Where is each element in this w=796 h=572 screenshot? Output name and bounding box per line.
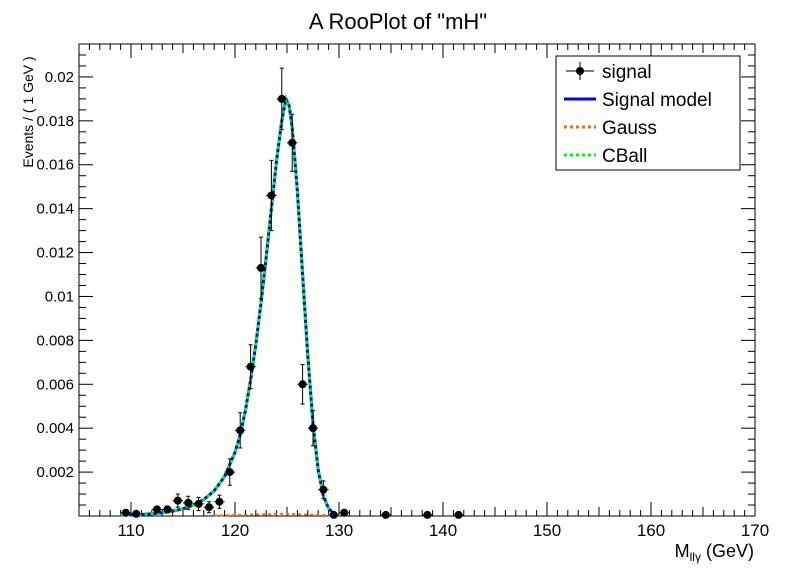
signal-point [422,510,433,519]
point-marker [257,263,265,272]
y-tick-label: 0.014 [36,201,74,218]
x-tick-label: 110 [117,521,144,540]
point-marker [225,468,234,477]
signal-point [318,480,329,499]
y-tick-label: 0.016 [36,157,74,174]
y-tick-label: 0.006 [36,376,74,393]
x-tick-label: 150 [533,521,561,540]
legend-label: signal [602,62,652,83]
point-marker [173,496,182,505]
legend-label: CBall [602,146,647,167]
legend-label: Signal model [602,90,712,111]
point-marker [381,510,390,519]
point-marker [194,499,203,508]
x-tick-label: 120 [221,521,249,540]
x-axis-label-main: M [675,541,690,561]
point-marker [423,510,432,519]
x-tick-label: 160 [637,521,665,540]
signal-point [307,410,319,447]
legend: signal Signal model Gauss CBall [555,55,741,171]
point-marker [454,510,463,519]
signal-point [235,412,246,449]
point-marker [236,426,245,435]
legend-box [555,55,741,171]
legend-entry: Gauss [564,118,657,139]
point-marker [205,503,213,512]
y-tick-label: 0.01 [45,288,74,305]
y-tick-label: 0.012 [36,245,74,262]
signal-point [224,458,235,486]
legend-entry: signal [566,62,652,83]
signal-point [193,496,204,512]
point-marker [298,380,307,389]
signal-point [328,510,339,519]
y-tick-label: 0.004 [36,420,74,437]
x-axis-label-sub: llγ [690,550,701,564]
legend-entry: Signal model [564,90,712,111]
point-marker [340,508,349,517]
x-axis-label: Mllγ (GeV) [675,541,754,564]
signal-point [380,510,391,519]
signal-point [131,509,142,518]
point-marker [319,485,328,494]
signal-point [214,494,225,509]
signal-point [339,508,350,517]
point-marker [277,94,286,103]
y-tick-label: 0.018 [36,113,74,130]
point-marker [132,509,141,518]
signal-point [183,495,194,510]
x-tick-label: 140 [429,521,457,540]
signal-points [120,67,464,519]
cball-curve [120,94,340,518]
signal-point [266,159,277,232]
x-tick-label: 130 [325,521,353,540]
legend-entry: CBall [564,146,647,167]
chart-title: A RooPlot of "mH" [309,9,487,34]
point-marker [121,508,130,517]
y-tick-label: 0.002 [36,464,74,481]
plot-frame [78,43,756,517]
axes: 110 120 130 140 150 160 170 0.002 0.004 0.006 0.00… [36,44,769,540]
signal-point [255,236,267,300]
y-tick-label: 0.008 [36,332,74,349]
point-marker [153,505,161,514]
legend-marker [576,67,584,75]
point-marker [267,191,276,200]
signal-point [203,501,215,514]
cball-line [120,94,340,518]
x-tick-label: 170 [741,521,769,540]
point-marker [288,138,297,147]
point-marker [163,505,172,514]
point-marker [329,510,338,519]
signal-model-line [120,94,340,518]
y-axis-label: Events / ( 1 GeV ) [20,56,36,167]
legend-label: Gauss [602,118,657,139]
point-marker [184,498,193,507]
signal-point [276,67,287,131]
signal-model-curve [120,94,340,518]
signal-point [162,505,173,514]
point-marker [246,362,255,371]
signal-point [287,113,298,172]
y-tick-label: 0.02 [45,69,74,86]
point-marker [309,424,317,433]
x-axis-label-unit: (GeV) [701,541,754,561]
signal-point [453,510,464,519]
signal-point [297,364,308,405]
signal-point [151,505,163,514]
signal-point [172,493,183,508]
signal-point [245,344,256,390]
point-marker [215,497,224,506]
signal-point [120,508,131,517]
